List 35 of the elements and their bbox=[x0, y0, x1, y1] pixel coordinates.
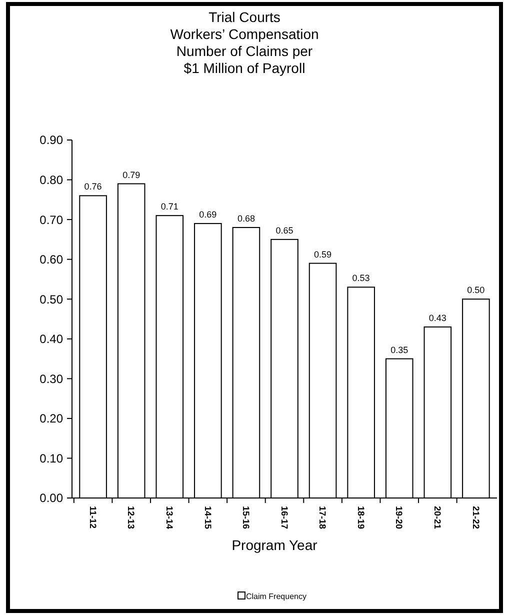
data-label: 0.79 bbox=[122, 170, 140, 180]
data-label: 0.43 bbox=[428, 312, 446, 323]
data-label: 0.76 bbox=[84, 182, 102, 192]
data-label: 0.35 bbox=[390, 344, 408, 355]
x-tick-label: 20-21 bbox=[432, 506, 443, 530]
x-axis-title: Program Year bbox=[232, 537, 318, 553]
x-tick-label: 12-13 bbox=[126, 506, 136, 530]
data-label: 0.71 bbox=[160, 202, 178, 212]
data-label: 0.50 bbox=[467, 285, 485, 296]
y-tick-label: 0.70 bbox=[40, 212, 64, 227]
y-tick-label: 0.50 bbox=[40, 292, 64, 306]
x-tick-label: 19-20 bbox=[394, 506, 404, 530]
y-tick-label: 0.20 bbox=[40, 412, 64, 426]
y-tick-label: 0.30 bbox=[40, 372, 64, 386]
x-tick-label: 13-14 bbox=[164, 506, 174, 530]
data-label: 0.53 bbox=[352, 273, 370, 284]
x-tick-label: 11-12 bbox=[88, 506, 98, 529]
data-label: 0.65 bbox=[276, 225, 294, 236]
x-tick-label: 16-17 bbox=[279, 506, 290, 530]
x-tick-label: 18-19 bbox=[356, 506, 366, 530]
y-tick-label: 0.60 bbox=[40, 252, 64, 267]
y-tick-label: 0.40 bbox=[40, 332, 64, 346]
data-label: 0.68 bbox=[237, 214, 255, 224]
y-tick-label: 0.90 bbox=[40, 133, 64, 148]
data-label: 0.59 bbox=[314, 249, 332, 260]
x-tick-label: 15-16 bbox=[241, 506, 252, 530]
x-tick-label: 21-22 bbox=[470, 506, 481, 530]
legend-label: Claim Frequency bbox=[246, 592, 306, 601]
y-tick-label: 0.00 bbox=[40, 491, 64, 506]
chart-title: Trial Courts Workers’ Compensation Number of Claims per $1 Million of Payroll bbox=[170, 9, 319, 76]
y-tick-label: 0.10 bbox=[40, 451, 64, 466]
x-tick-label: 17-18 bbox=[318, 506, 328, 530]
y-tick-label: 0.80 bbox=[40, 172, 64, 187]
data-label: 0.69 bbox=[199, 210, 217, 220]
x-tick-label: 14-15 bbox=[202, 506, 213, 530]
